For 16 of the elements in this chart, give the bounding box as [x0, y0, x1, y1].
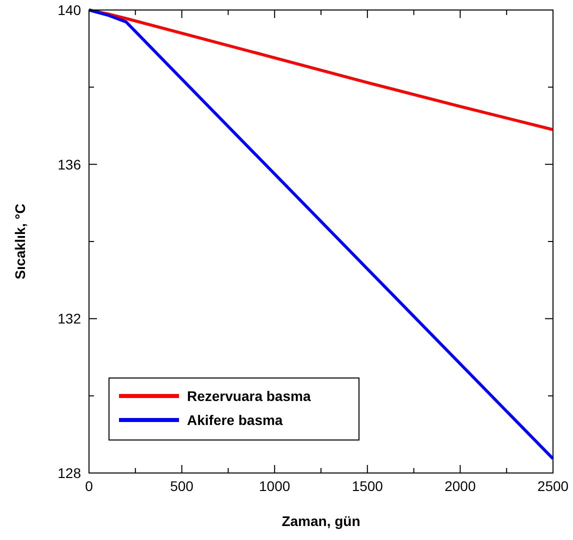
y-tick-label: 128 [58, 465, 82, 481]
y-tick-label: 140 [58, 2, 82, 18]
line-series [88, 8, 554, 132]
x-tick-label: 2000 [444, 478, 476, 494]
legend-label: Akifere basma [187, 412, 283, 428]
line-series [88, 8, 554, 460]
y-axis-title: Sıcaklık, °C [12, 204, 28, 280]
y-tick-label: 132 [58, 310, 82, 327]
x-tick-label: 500 [170, 478, 194, 494]
x-tick-label: 2500 [537, 478, 569, 494]
y-tick-label: 136 [58, 156, 82, 172]
x-tick-label: 1000 [259, 478, 290, 494]
x-axis-title: Zaman, gün [282, 513, 360, 529]
x-tick-label: 1500 [352, 478, 384, 494]
x-tick-label: 0 [85, 478, 94, 494]
legend-label: Rezervuara basma [187, 388, 311, 404]
